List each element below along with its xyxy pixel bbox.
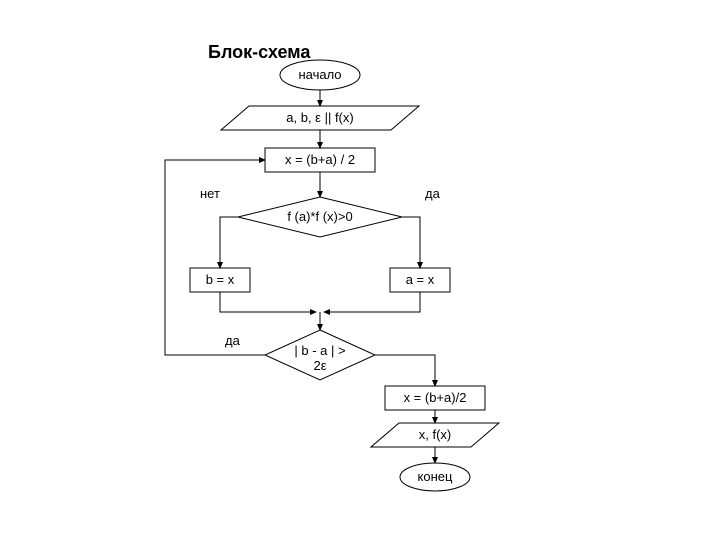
- diagram-title: Блок-схема: [208, 42, 310, 63]
- svg-text:начало: начало: [298, 67, 341, 82]
- svg-text:x = (b+a)/2: x = (b+a)/2: [404, 390, 467, 405]
- svg-text:да: да: [225, 333, 241, 348]
- svg-text:a, b, ε || f(x): a, b, ε || f(x): [286, 110, 353, 125]
- svg-text:да: да: [425, 186, 441, 201]
- svg-text:конец: конец: [418, 469, 453, 484]
- svg-text:f (a)*f (x)>0: f (a)*f (x)>0: [287, 209, 352, 224]
- svg-text:2ε: 2ε: [313, 358, 326, 373]
- svg-text:x, f(x): x, f(x): [419, 427, 452, 442]
- svg-text:нет: нет: [200, 186, 220, 201]
- svg-text:b = x: b = x: [206, 272, 235, 287]
- svg-text:| b - a | >: | b - a | >: [294, 343, 345, 358]
- svg-text:x = (b+a) / 2: x = (b+a) / 2: [285, 152, 355, 167]
- svg-text:a = x: a = x: [406, 272, 435, 287]
